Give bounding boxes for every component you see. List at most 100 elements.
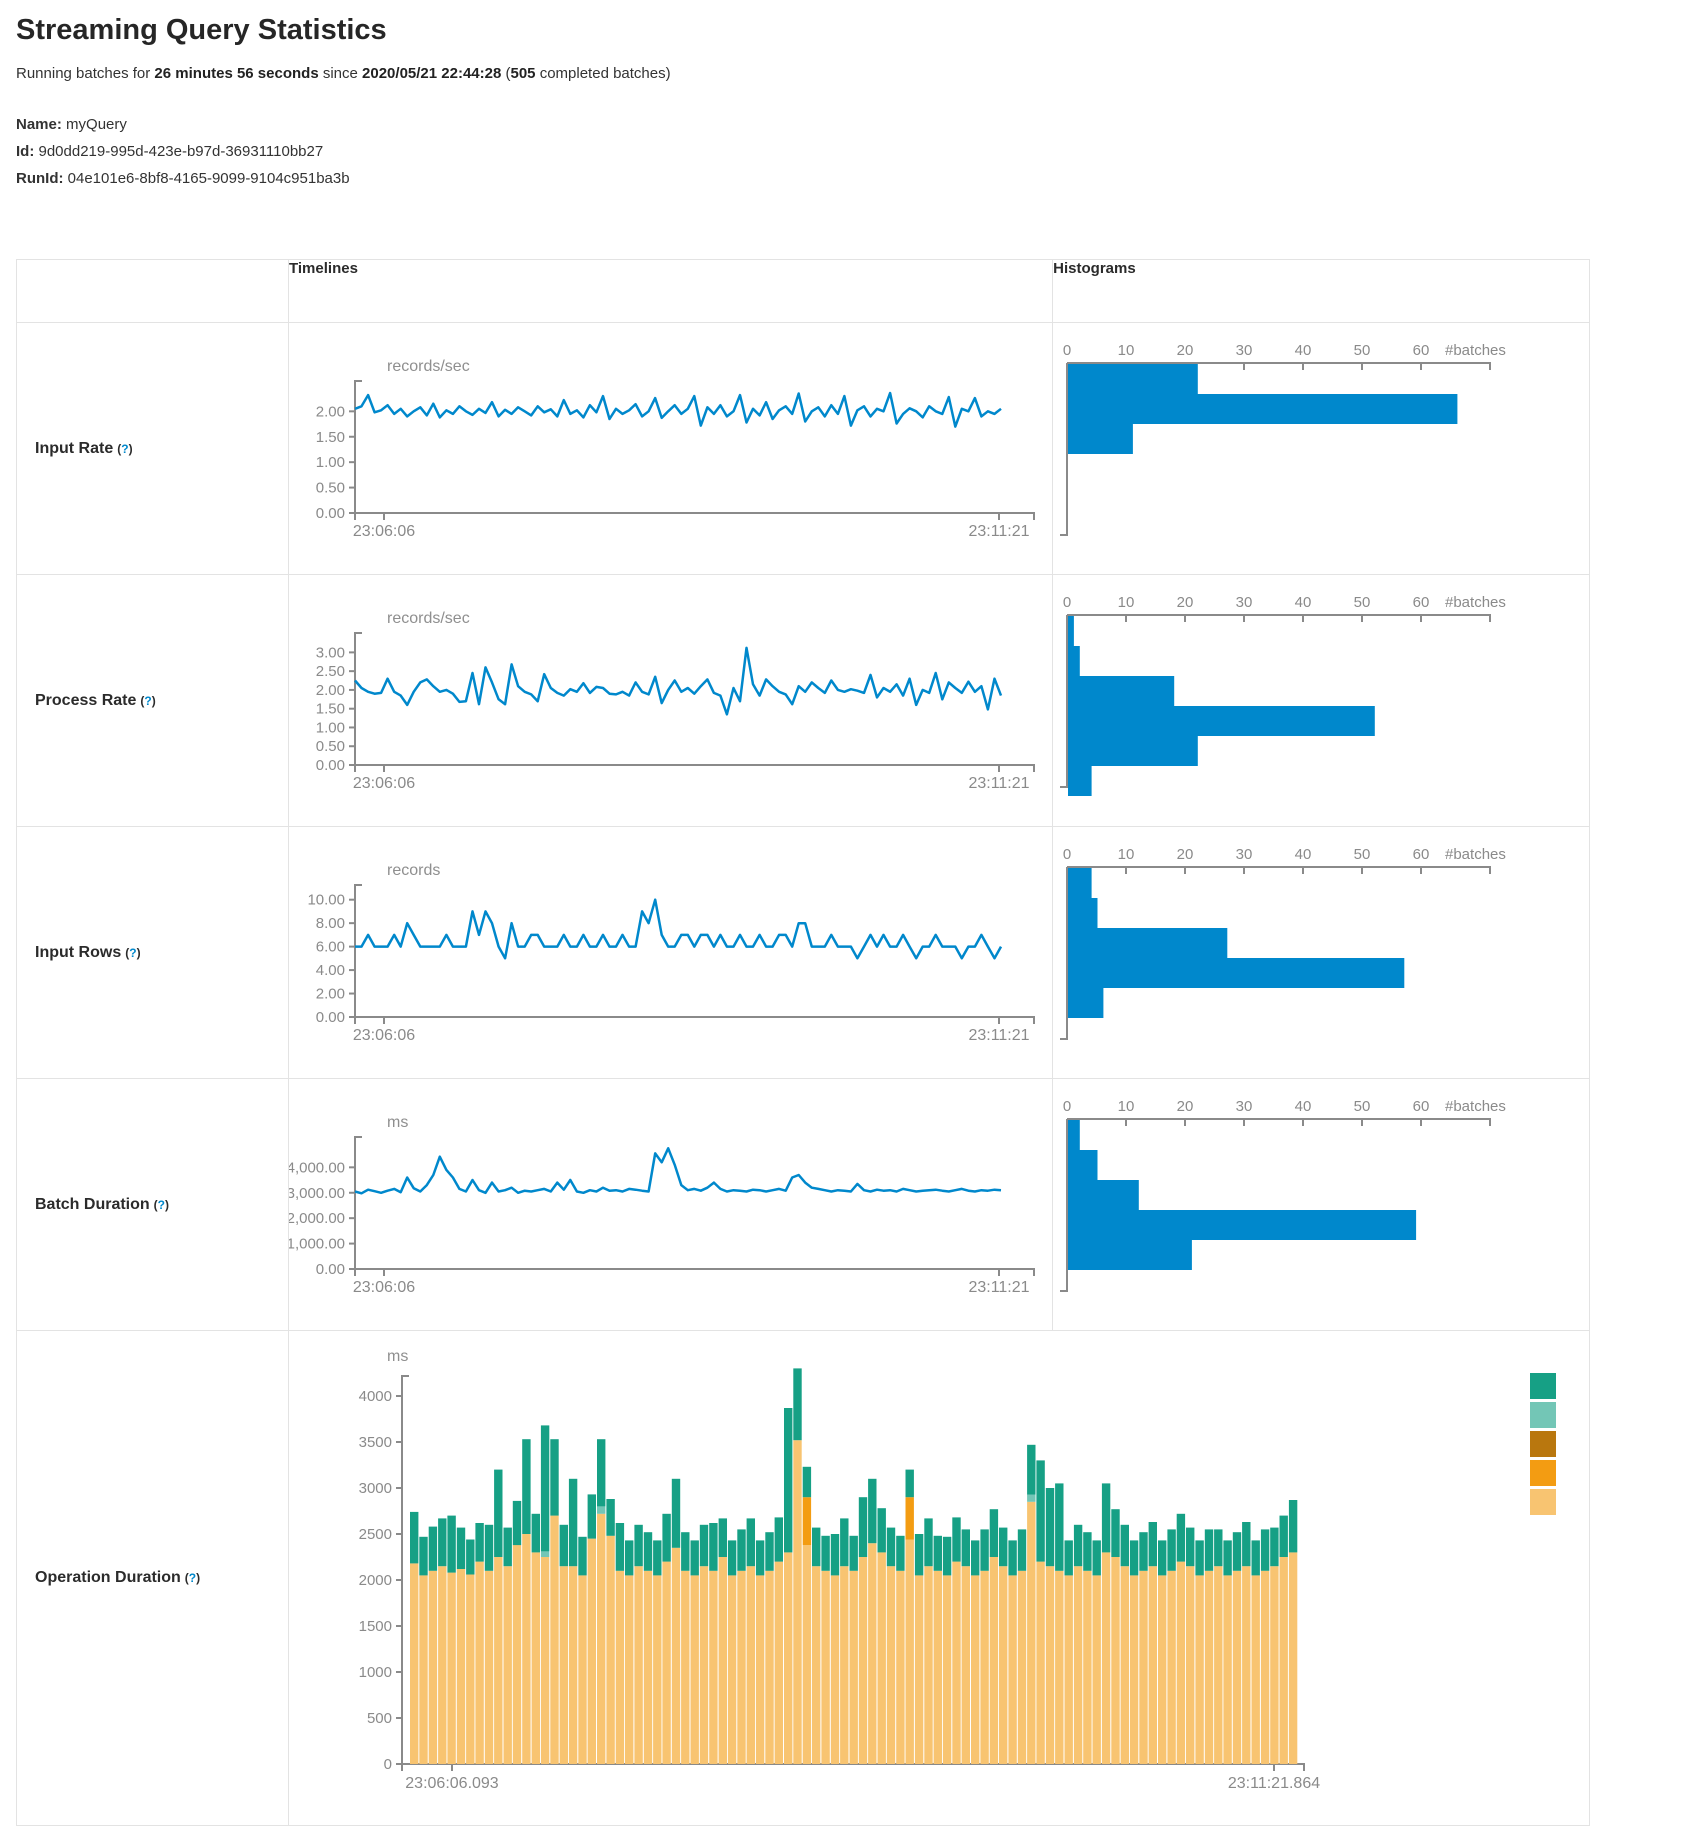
svg-text:1,000.00: 1,000.00 xyxy=(289,1236,345,1253)
svg-text:10: 10 xyxy=(1118,594,1135,611)
header-timelines: Timelines xyxy=(287,259,1054,323)
svg-text:1.00: 1.00 xyxy=(316,454,345,471)
input-rows-histogram-chart: 0 10 20 30 40 50 60 #batches xyxy=(1053,827,1589,1078)
process-rate-timeline-chart: records/sec 0.00 0.50 1.00 1.50 2.00 2.50 3.00 2… xyxy=(289,575,1052,826)
svg-text:0.50: 0.50 xyxy=(316,480,345,497)
operation-duration-chart: ms 0 500 1000 1500 2000 2500 3000 3500 4000 23:06:… xyxy=(289,1331,1589,1825)
svg-text:50: 50 xyxy=(1354,1098,1371,1115)
svg-text:records: records xyxy=(387,862,440,879)
input-rows-help[interactable]: (?) xyxy=(125,945,141,960)
svg-text:ms: ms xyxy=(387,1114,408,1131)
input-rate-help[interactable]: (?) xyxy=(117,441,133,456)
legend-walCommit-swatch xyxy=(1530,1373,1556,1399)
batch-duration-timeline-chart: ms 0.00 1,000.00 2,000.00 3,000.00 4,000.00 23… xyxy=(289,1079,1052,1330)
summary-suffix: completed batches) xyxy=(535,65,671,82)
svg-text:0.00: 0.00 xyxy=(316,1009,345,1026)
id-value: 9d0dd219-995d-423e-b97d-36931110bb27 xyxy=(38,143,324,160)
process-rate-timeline-svg: records/sec 0.00 0.50 1.001.50 2.00 2.50 3.00 2… xyxy=(316,610,1035,792)
query-id-line: Id: 9d0dd219-995d-423e-b97d-36931110bb27 xyxy=(16,141,1693,162)
svg-text:2.00: 2.00 xyxy=(316,403,345,420)
legend-addBatch-swatch xyxy=(1530,1489,1556,1515)
summary-prefix: Running batches for xyxy=(16,65,155,82)
input-rows-timeline-svg: records 0.00 2.00 4.00 6.00 8.00 10.00 23:06:06… xyxy=(307,862,1035,1044)
svg-text:500: 500 xyxy=(367,1710,392,1727)
svg-text:1.50: 1.50 xyxy=(316,701,345,718)
svg-text:10: 10 xyxy=(1118,342,1135,359)
legend-queryPlanning-swatch xyxy=(1530,1402,1556,1428)
svg-text:2.00: 2.00 xyxy=(316,986,345,1003)
svg-text:20: 20 xyxy=(1177,846,1194,863)
runid-label: RunId: xyxy=(16,170,64,187)
svg-text:30: 30 xyxy=(1236,846,1253,863)
svg-text:30: 30 xyxy=(1236,342,1253,359)
svg-text:3000: 3000 xyxy=(359,1480,392,1497)
svg-text:2.00: 2.00 xyxy=(316,682,345,699)
header-histograms: Histograms xyxy=(1052,259,1590,323)
legend-getBatch-swatch xyxy=(1530,1460,1556,1486)
operation-duration-help[interactable]: (?) xyxy=(184,1571,201,1585)
svg-text:4,000.00: 4,000.00 xyxy=(289,1159,345,1176)
svg-text:0: 0 xyxy=(1063,594,1071,611)
svg-text:ms: ms xyxy=(387,1348,408,1365)
table-row: Input Rate (?) records/sec 0.00 0.50 1.00 1.5… xyxy=(16,322,1590,575)
input-rate-histogram-chart: 0 10 20 30 40 50 60 #batches xyxy=(1053,323,1589,574)
svg-text:60: 60 xyxy=(1413,342,1430,359)
summary-completed-count: 505 xyxy=(510,65,536,82)
process-rate-histogram-svg: 0 10 20 30 40 50 60 #batches xyxy=(1060,594,1506,796)
svg-text:2000: 2000 xyxy=(359,1572,392,1589)
table-row: Input Rows (?) records 0.00 2.00 4.00 6.00 8.0… xyxy=(16,826,1590,1079)
table-row: Batch Duration (?) ms 0.00 1,000.00 2,000.00… xyxy=(16,1078,1590,1331)
table-row: Operation Duration (?) ms 0 500 1000 1500 2000… xyxy=(16,1330,1590,1826)
svg-text:0.50: 0.50 xyxy=(316,738,345,755)
svg-text:#batches: #batches xyxy=(1445,846,1506,863)
svg-text:30: 30 xyxy=(1236,594,1253,611)
batch-duration-histogram-chart: 0 10 20 30 40 50 60 #batches xyxy=(1053,1079,1589,1330)
summary-start-time: 2020/05/21 22:44:28 xyxy=(362,65,502,82)
svg-text:0.00: 0.00 xyxy=(316,757,345,774)
svg-text:40: 40 xyxy=(1295,342,1312,359)
input-rows-label: Input Rows (?) xyxy=(35,943,141,961)
svg-text:8.00: 8.00 xyxy=(316,915,345,932)
svg-text:0: 0 xyxy=(1063,846,1071,863)
svg-text:60: 60 xyxy=(1413,594,1430,611)
svg-text:records/sec: records/sec xyxy=(387,358,470,375)
header-empty xyxy=(16,259,289,323)
process-rate-histogram-chart: 0 10 20 30 40 50 60 #batches xyxy=(1053,575,1589,826)
svg-text:4000: 4000 xyxy=(359,1388,392,1405)
svg-text:#batches: #batches xyxy=(1445,594,1506,611)
svg-text:0.00: 0.00 xyxy=(316,505,345,522)
batch-duration-timeline-svg: ms 0.00 1,000.00 2,000.00 3,000.00 4,000.00 23… xyxy=(289,1114,1035,1296)
svg-text:4.00: 4.00 xyxy=(316,962,345,979)
batch-duration-help[interactable]: (?) xyxy=(153,1197,170,1212)
process-rate-help[interactable]: (?) xyxy=(140,693,156,708)
batch-duration-histogram-svg: 0 10 20 30 40 50 60 #batches xyxy=(1060,1098,1506,1292)
svg-text:10.00: 10.00 xyxy=(307,892,345,909)
svg-text:23:06:06: 23:06:06 xyxy=(353,523,415,540)
input-rate-histogram-svg: 0 10 20 30 40 50 60 #batches xyxy=(1060,342,1506,536)
svg-text:records/sec: records/sec xyxy=(387,610,470,627)
svg-text:40: 40 xyxy=(1295,846,1312,863)
svg-text:2500: 2500 xyxy=(359,1526,392,1543)
query-meta: Name: myQuery Id: 9d0dd219-995d-423e-b97… xyxy=(16,114,1693,189)
page-title: Streaming Query Statistics xyxy=(16,14,387,46)
summary-mid: since xyxy=(318,65,363,82)
svg-text:23:11:21: 23:11:21 xyxy=(968,523,1029,540)
query-name-line: Name: myQuery xyxy=(16,114,1693,135)
summary-duration: 26 minutes 56 seconds xyxy=(154,65,319,82)
operation-duration-label: Operation Duration (?) xyxy=(35,1569,201,1586)
svg-text:23:06:06.093: 23:06:06.093 xyxy=(405,1775,499,1792)
svg-text:3500: 3500 xyxy=(359,1434,392,1451)
svg-text:10: 10 xyxy=(1118,1098,1135,1115)
id-label: Id: xyxy=(16,143,35,160)
operation-duration-svg: ms 0 500 1000 1500 2000 2500 3000 3500 4000 23:06:… xyxy=(359,1348,1556,1792)
svg-text:3.00: 3.00 xyxy=(316,644,345,661)
svg-text:23:06:06: 23:06:06 xyxy=(353,1279,415,1296)
name-label: Name: xyxy=(16,116,62,133)
svg-text:2,000.00: 2,000.00 xyxy=(289,1210,345,1227)
svg-text:23:06:06: 23:06:06 xyxy=(353,1027,415,1044)
table-row: Process Rate (?) records/sec 0.00 0.50 1.00 1… xyxy=(16,574,1590,827)
svg-text:40: 40 xyxy=(1295,1098,1312,1115)
batch-duration-label: Batch Duration (?) xyxy=(35,1195,170,1213)
input-rows-histogram-svg: 0 10 20 30 40 50 60 #batches xyxy=(1060,846,1506,1040)
